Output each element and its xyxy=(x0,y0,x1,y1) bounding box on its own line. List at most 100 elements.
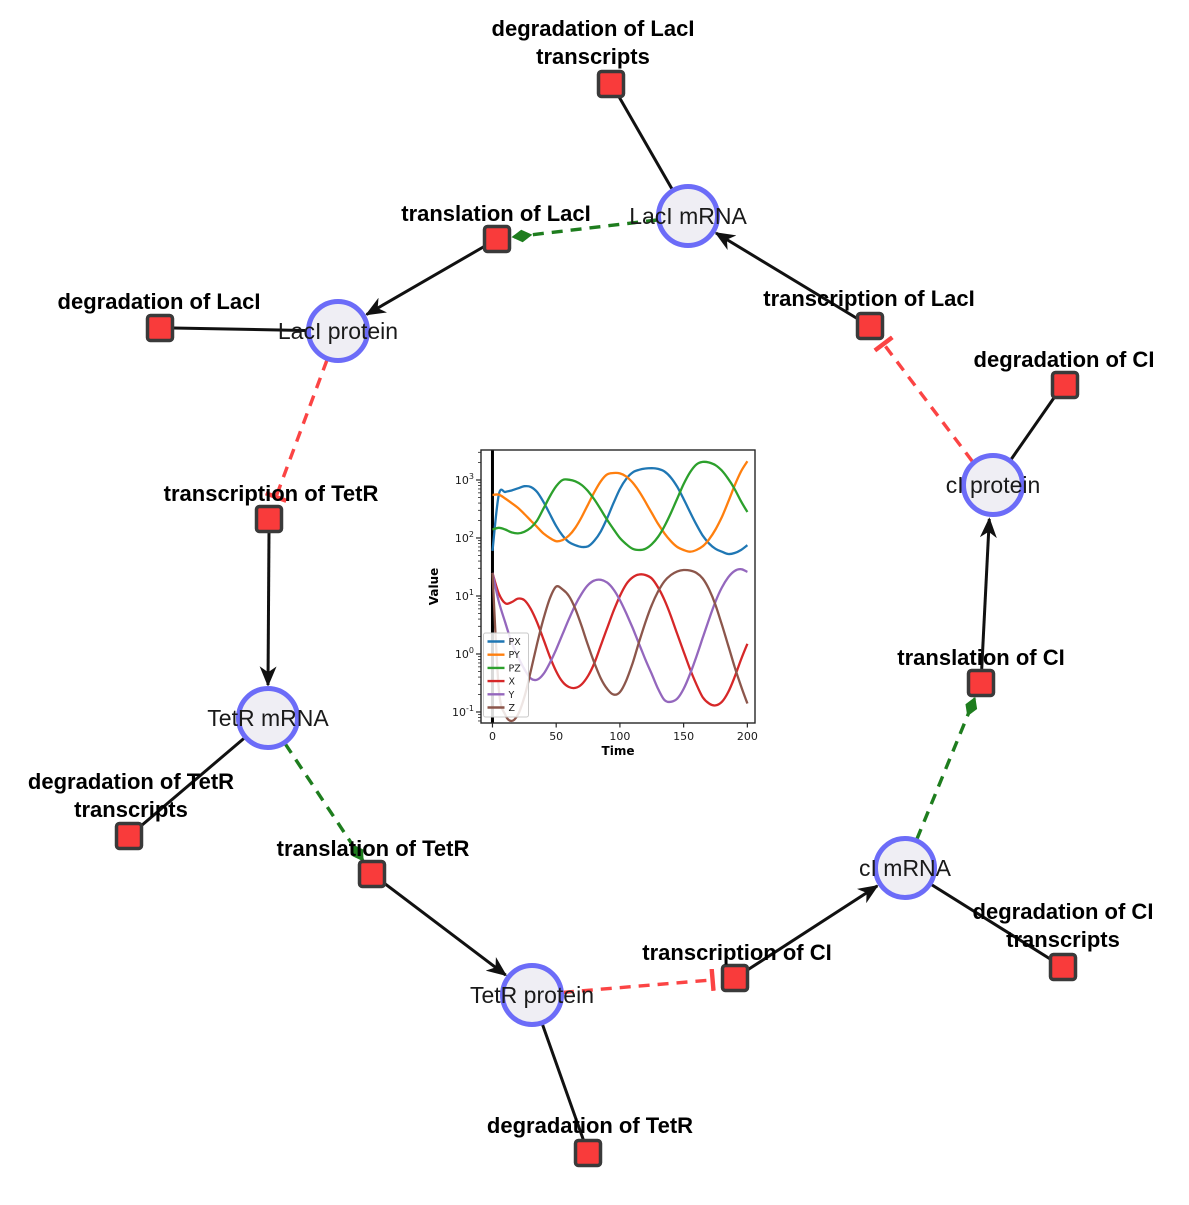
x-tick-label: 200 xyxy=(737,730,758,743)
y-tick-label: 101 xyxy=(455,588,474,603)
reaction-square xyxy=(145,313,175,343)
x-tick-label: 150 xyxy=(673,730,694,743)
species-circle xyxy=(500,963,564,1027)
reaction-square xyxy=(720,963,750,993)
edge-transcription-tetr-to-tetr-mrna xyxy=(259,531,277,687)
y-tick-label: 102 xyxy=(455,530,474,545)
reaction-square xyxy=(114,821,144,851)
legend-label-Z: Z xyxy=(509,703,516,714)
inset-chart: 0 50 100 150 20010-1100101102103TimeValuePXP… xyxy=(427,449,758,758)
species-label-ci-mrna: cI mRNA xyxy=(859,855,952,881)
reaction-label: translation of CI xyxy=(897,645,1064,670)
reaction-node-transcription-tetr: transcription of TetR xyxy=(164,481,379,534)
edge-translation-ci-to-ci-protein xyxy=(979,517,997,670)
reaction-label: transcription of LacI xyxy=(763,286,974,311)
legend-label-PY: PY xyxy=(509,650,521,661)
reaction-label: degradation of LacI xyxy=(492,16,695,41)
legend-box xyxy=(483,632,529,718)
reaction-label: translation of TetR xyxy=(277,836,470,861)
reaction-square xyxy=(596,69,626,99)
reaction-label: transcription of TetR xyxy=(164,481,379,506)
reaction-label: degradation of CI xyxy=(974,347,1155,372)
edge-laci-protein-degradation xyxy=(172,326,306,332)
y-tick-label: 100 xyxy=(455,646,474,661)
x-tick-label: 100 xyxy=(609,730,630,743)
reaction-label: transcripts xyxy=(536,44,650,69)
reaction-node-degradation-tetr-transcripts: degradation of TetR transcripts xyxy=(28,769,234,851)
species-node-laci-mrna: LacI mRNA xyxy=(629,184,747,248)
reaction-square xyxy=(254,504,284,534)
species-node-tetr-mrna: TetR mRNA xyxy=(207,686,329,750)
reaction-square xyxy=(573,1138,603,1168)
legend-label-Y: Y xyxy=(508,690,515,701)
series-Y-line xyxy=(491,568,748,704)
edge-ci-protein-inhibits-transcription-laci xyxy=(873,335,974,463)
legend-label-PX: PX xyxy=(509,637,522,648)
reaction-label: translation of LacI xyxy=(401,201,590,226)
reaction-label: degradation of TetR xyxy=(28,769,234,794)
species-circle xyxy=(873,836,937,900)
y-tick-label: 10-1 xyxy=(452,704,474,719)
species-node-ci-protein: cI protein xyxy=(946,453,1041,517)
species-label-tetr-protein: TetR protein xyxy=(470,982,594,1008)
edge-transcription-laci-to-laci-mrna xyxy=(714,231,859,321)
edge-tetr-mrna-modifies-translation-tetr xyxy=(283,742,365,862)
reaction-node-degradation-laci: degradation of LacI xyxy=(58,289,261,343)
reaction-node-degradation-tetr: degradation of TetR xyxy=(487,1113,693,1168)
reaction-node-translation-laci: translation of LacI xyxy=(401,201,591,254)
reaction-label: transcripts xyxy=(1006,927,1120,952)
edge-laci-protein-inhibits-transcription-tetr xyxy=(264,359,329,503)
species-label-tetr-mrna: TetR mRNA xyxy=(207,705,329,731)
species-label-laci-mrna: LacI mRNA xyxy=(629,203,747,229)
series-X-line xyxy=(491,572,749,707)
edge-tetr-mrna-deg-transcripts xyxy=(138,736,246,829)
legend-label-X: X xyxy=(509,677,516,688)
species-circle xyxy=(306,299,370,363)
species-node-ci-mrna: cI mRNA xyxy=(859,836,952,900)
species-node-laci-protein: LacI protein xyxy=(278,299,398,363)
edge-laci-mrna-modifies-translation-laci xyxy=(511,218,658,243)
series-PY-line xyxy=(492,460,749,553)
species-circle xyxy=(961,453,1025,517)
edges-layer xyxy=(138,94,1057,1142)
species-label-laci-protein: LacI protein xyxy=(278,318,398,344)
reaction-label: degradation of LacI xyxy=(58,289,261,314)
chart-ylabel: Value xyxy=(427,568,441,606)
reaction-square xyxy=(482,224,512,254)
reaction-node-degradation-ci: degradation of CI xyxy=(974,347,1155,400)
edge-tetr-protein-inhibits-transcription-ci xyxy=(562,968,716,995)
chart-frame xyxy=(480,449,756,724)
reaction-square xyxy=(855,311,885,341)
reaction-square xyxy=(966,668,996,698)
reaction-node-translation-ci: translation of CI xyxy=(897,645,1065,698)
species-layer: LacI mRNA LacI protein cI protein TetR m… xyxy=(207,184,1041,1027)
species-label-ci-protein: cI protein xyxy=(946,472,1041,498)
x-tick-label: 50 xyxy=(549,730,563,743)
edge-ci-mrna-deg-transcripts xyxy=(930,883,1053,962)
reaction-label: degradation of TetR xyxy=(487,1113,693,1138)
edge-ci-mrna-modifies-translation-ci xyxy=(915,696,978,840)
reaction-label: transcripts xyxy=(74,797,188,822)
reaction-node-translation-tetr: translation of TetR xyxy=(277,836,470,889)
legend-label-PZ: PZ xyxy=(509,663,522,674)
edge-translation-laci-to-laci-protein xyxy=(365,244,486,316)
x-tick-label: 0 xyxy=(489,730,496,743)
reaction-label: degradation of CI xyxy=(973,899,1154,924)
species-circle xyxy=(236,686,300,750)
reaction-square xyxy=(1048,952,1078,982)
chart-xlabel: Time xyxy=(602,744,635,758)
reaction-square xyxy=(357,859,387,889)
series-PZ-line xyxy=(492,460,749,552)
reaction-node-degradation-ci-transcripts: degradation of CI transcripts xyxy=(973,899,1154,982)
species-circle xyxy=(656,184,720,248)
edge-laci-mrna-deg-transcripts xyxy=(616,94,674,190)
series-PX-line xyxy=(491,466,749,556)
edge-ci-protein-degradation xyxy=(1008,394,1057,462)
edge-translation-tetr-to-tetr-protein xyxy=(382,881,508,977)
reaction-node-degradation-laci-transcripts: degradation of LacI transcripts xyxy=(492,16,695,99)
series-Z-line xyxy=(491,568,749,723)
chart-plot-area xyxy=(490,450,749,723)
species-node-tetr-protein: TetR protein xyxy=(470,963,594,1027)
edge-tetr-protein-degradation xyxy=(540,1023,586,1142)
